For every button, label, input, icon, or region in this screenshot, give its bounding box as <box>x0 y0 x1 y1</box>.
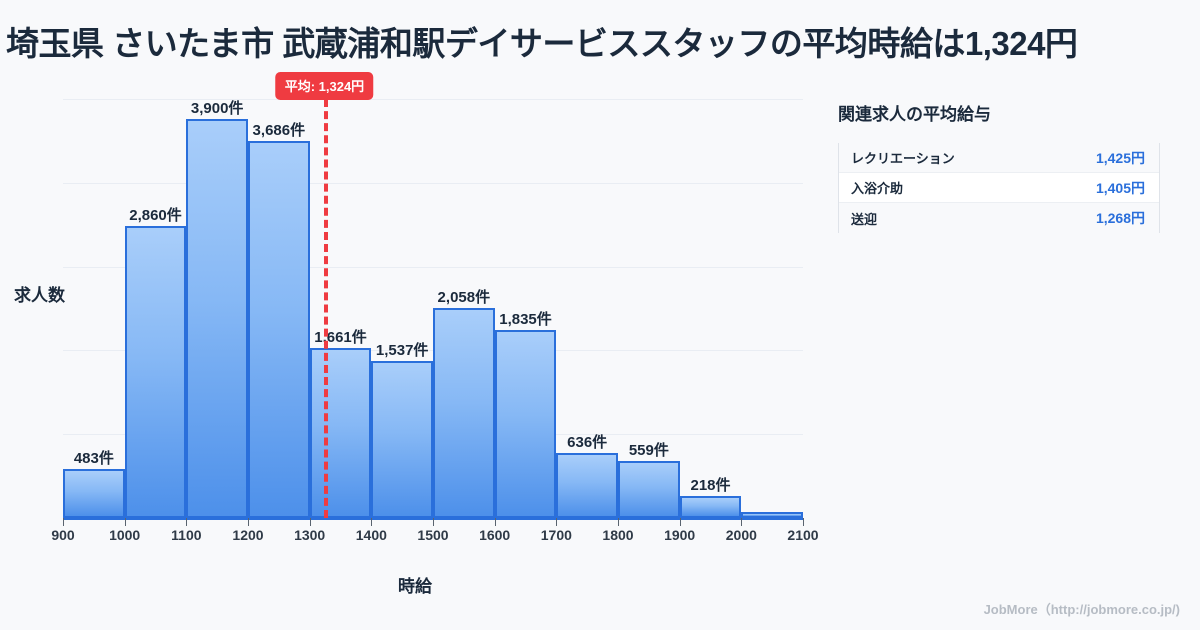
table-row: レクリエーション 1,425円 <box>839 143 1159 173</box>
x-tick-label: 1800 <box>602 527 634 543</box>
x-tick-label: 2000 <box>725 527 757 543</box>
x-tick-label: 1700 <box>540 527 572 543</box>
table-row: 送迎 1,268円 <box>839 203 1159 233</box>
bar-value-label: 3,900件 <box>190 100 244 118</box>
plot-area: 483件 2,860件 3,900件 3,686件 1,661件 1,537件 2,058件… <box>63 72 803 518</box>
x-tick <box>741 518 743 526</box>
x-tick <box>186 518 188 526</box>
x-tick-label: 1200 <box>232 527 264 543</box>
bar-value-label: 483件 <box>73 449 114 467</box>
page-title: 埼玉県 さいたま市 武蔵浦和駅デイサービススタッフの平均時給は1,324円 <box>6 25 1078 62</box>
average-badge: 平均: 1,324円 <box>275 72 374 100</box>
x-tick <box>309 518 311 526</box>
bar-value-label: 1,537件 <box>375 341 429 359</box>
average-line <box>324 99 329 518</box>
bar <box>371 360 433 518</box>
x-tick <box>248 518 249 526</box>
x-tick <box>63 518 64 526</box>
panel-heading: 関連求人の平均給与 <box>838 105 991 124</box>
x-tick <box>494 518 496 526</box>
bar-value-label: 1,661件 <box>314 329 367 347</box>
related-salary-panel: 関連求人の平均給与 レクリエーション 1,425円入浴介助 1,405円送迎 1,26… <box>838 100 1168 233</box>
bar <box>124 225 187 518</box>
x-tick <box>618 518 619 526</box>
bar <box>63 468 125 518</box>
watermark: JobMore（http://jobmore.co.jp/) <box>983 602 1180 617</box>
bar <box>433 307 495 518</box>
x-tick-label: 1600 <box>479 527 511 543</box>
row-label: 送迎 <box>851 211 878 227</box>
x-tick <box>556 518 558 526</box>
x-tick-label: 1000 <box>109 527 141 543</box>
bar-value-label: 2,860件 <box>129 206 182 224</box>
bar <box>186 119 248 518</box>
related-salary-table: レクリエーション 1,425円入浴介助 1,405円送迎 1,268円 <box>838 143 1160 233</box>
row-label: 入浴介助 <box>851 181 904 196</box>
table-row: 入浴介助 1,405円 <box>839 173 1159 203</box>
bar <box>741 511 803 518</box>
x-tick-label: 2100 <box>787 527 819 543</box>
bar <box>309 348 372 518</box>
row-value: 1,268円 <box>1095 210 1145 226</box>
row-value: 1,405円 <box>1095 179 1145 196</box>
gridline <box>63 267 803 268</box>
bar <box>679 495 742 518</box>
bar <box>618 460 680 518</box>
x-tick-label: 1900 <box>664 527 696 543</box>
x-tick <box>803 518 804 526</box>
x-tick <box>433 518 434 526</box>
row-value: 1,425円 <box>1095 149 1145 166</box>
x-tick-label: 1100 <box>171 527 202 543</box>
bar <box>494 330 557 518</box>
x-tick <box>679 518 681 526</box>
bar-value-label: 1,835件 <box>499 311 552 329</box>
x-axis-title: 時給 <box>398 577 432 596</box>
gridline <box>63 99 803 100</box>
x-tick <box>124 518 126 526</box>
x-tick-label: 900 <box>51 527 75 543</box>
bar-value-label: 3,686件 <box>252 122 306 140</box>
bar-value-label: 636件 <box>567 434 608 451</box>
row-label: レクリエーション <box>851 151 955 166</box>
x-tick <box>371 518 373 526</box>
x-tick-label: 1400 <box>355 527 387 543</box>
bar-value-label: 218件 <box>690 476 731 494</box>
bar-value-label: 2,058件 <box>437 288 491 306</box>
bar-value-label: 559件 <box>628 441 669 459</box>
x-tick-label: 1300 <box>294 527 326 543</box>
bar <box>248 141 310 518</box>
y-axis-title: 求人数 <box>14 286 65 305</box>
bar <box>556 453 618 518</box>
histogram-chart: 求人数 483件 2,860件 3,900件 3,686件 1,661件 1,537件 2,… <box>14 72 819 596</box>
gridline <box>63 183 803 184</box>
x-tick-label: 1500 <box>417 527 449 543</box>
